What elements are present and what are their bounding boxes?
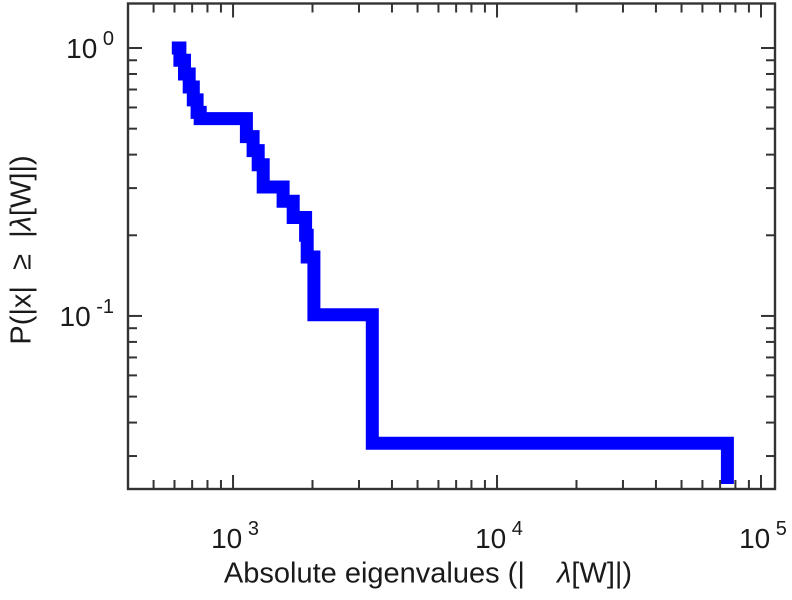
y-axis-label-text: P(|x| ≥ | [5, 230, 38, 345]
y-tick-label-10e-1: 10 -1 [60, 296, 115, 332]
x-axis-label-text: Absolute eigenvalues (| [223, 557, 558, 590]
lambda-symbol: λ [5, 216, 38, 231]
x-axis-label: Absolute eigenvalues (| λ[W]|) [224, 558, 632, 591]
lambda-symbol: λ [557, 557, 572, 590]
x-tick-label-10e4: 10 4 [475, 518, 523, 554]
y-axis-label: P(|x| ≥ |λ[W]|) [6, 155, 39, 344]
x-tick-label-10e3: 10 3 [211, 518, 259, 554]
y-axis-label-suffix: [W]|) [5, 155, 38, 217]
ccdf-step-line [171, 41, 734, 484]
y-tick-label-10e0: 10 0 [66, 28, 114, 64]
x-tick-label-10e5: 10 5 [739, 518, 787, 554]
x-axis-label-suffix: [W]|) [571, 557, 633, 590]
plot-frame [126, 2, 777, 491]
